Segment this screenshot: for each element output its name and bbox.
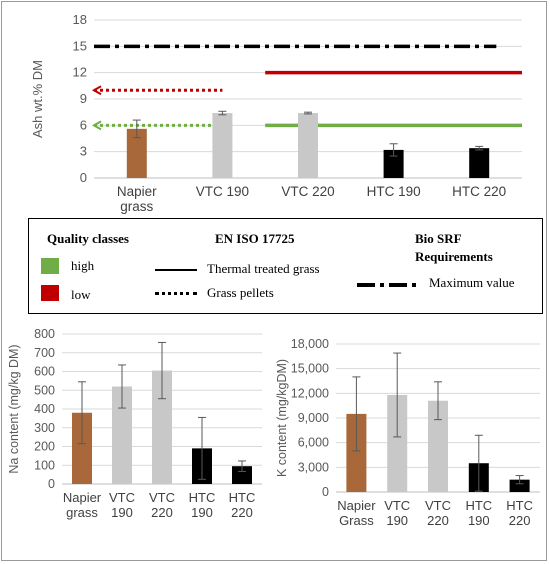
- legend-high-label: high: [71, 258, 95, 273]
- y-tick-label: 9: [80, 91, 87, 106]
- y-tick-label: 100: [34, 458, 55, 472]
- legend-iso-title: EN ISO 17725: [215, 231, 295, 246]
- y-tick-label: 3: [80, 144, 87, 159]
- y-tick-label: 12: [73, 65, 87, 80]
- x-category-label: 190: [111, 505, 133, 520]
- y-tick-label: 0: [322, 485, 329, 499]
- legend-solid-line: [155, 269, 197, 271]
- x-category-label: VTC 220: [281, 184, 334, 199]
- legend-srf-title-2: Requirements: [415, 249, 493, 264]
- bar: [428, 400, 448, 492]
- x-category-label: HTC: [465, 498, 492, 513]
- bar: [126, 128, 147, 178]
- bar: [509, 479, 530, 492]
- x-category-label: Napier: [117, 184, 157, 199]
- x-category-label: VTC: [149, 490, 175, 505]
- y-axis-label: Na content (mg/kg DM): [7, 344, 21, 473]
- legend-quality-title: Quality classes: [47, 231, 129, 246]
- x-category-label: 220: [509, 513, 531, 528]
- x-category-label: 190: [191, 505, 213, 520]
- x-category-label: 220: [151, 505, 173, 520]
- y-tick-label: 800: [34, 327, 55, 341]
- x-category-label: VTC 190: [196, 184, 249, 199]
- y-tick-label: 3,000: [298, 460, 329, 474]
- x-category-label: 190: [468, 513, 490, 528]
- bar: [469, 148, 490, 178]
- y-axis-label: K content (mg/kgDM): [275, 359, 289, 477]
- y-tick-label: 0: [48, 477, 55, 491]
- reference-arrow: [91, 85, 102, 96]
- bar: [112, 386, 132, 484]
- y-tick-label: 15,000: [291, 362, 329, 376]
- x-category-label: grass: [120, 199, 153, 214]
- x-category-label: HTC: [229, 490, 256, 505]
- y-tick-label: 200: [34, 440, 55, 454]
- legend-dotted-line: [155, 292, 197, 295]
- y-tick-label: 300: [34, 421, 55, 435]
- legend-high-swatch: [41, 258, 59, 274]
- y-tick-label: 500: [34, 383, 55, 397]
- x-category-label: HTC: [189, 490, 216, 505]
- bar: [346, 413, 367, 492]
- bar: [298, 113, 318, 178]
- x-category-label: VTC: [384, 498, 410, 513]
- y-tick-label: 12,000: [291, 386, 329, 400]
- legend-dashdot-line: [357, 283, 417, 287]
- bar: [152, 370, 172, 484]
- legend-low-label: low: [71, 287, 91, 302]
- legend-srf-title: Bio SRF: [415, 231, 462, 246]
- y-tick-label: 400: [34, 402, 55, 416]
- bar: [212, 113, 233, 178]
- x-category-label: HTC 190: [367, 184, 421, 199]
- y-axis-label: Ash wt.% DM: [30, 60, 45, 138]
- bar: [72, 412, 92, 484]
- legend: Quality classes EN ISO 17725 Bio SRF Req…: [28, 218, 543, 314]
- y-tick-label: 18: [73, 12, 87, 27]
- y-tick-label: 0: [80, 170, 87, 185]
- y-tick-label: 6: [80, 117, 87, 132]
- x-category-label: 220: [231, 505, 253, 520]
- y-tick-label: 6,000: [298, 436, 329, 450]
- legend-max-label: Maximum value: [429, 275, 515, 290]
- legend-low-swatch: [41, 285, 59, 301]
- x-category-label: HTC 220: [452, 184, 506, 199]
- y-tick-label: 9,000: [298, 411, 329, 425]
- x-category-label: 190: [386, 513, 408, 528]
- x-category-label: HTC: [506, 498, 533, 513]
- y-tick-label: 18,000: [291, 337, 329, 351]
- reference-arrow: [91, 120, 102, 131]
- x-category-label: 220: [427, 513, 449, 528]
- y-tick-label: 700: [34, 346, 55, 360]
- legend-pellets-label: Grass pellets: [207, 285, 274, 300]
- bar: [232, 466, 252, 484]
- bar: [387, 394, 408, 492]
- x-category-label: VTC: [109, 490, 135, 505]
- legend-thermal-label: Thermal treated grass: [207, 261, 320, 276]
- y-tick-label: 600: [34, 365, 55, 379]
- na-chart: 0 100 200 300 400 500 600 700 800 Na content (mg/…: [7, 327, 262, 520]
- x-category-label: Napier: [337, 498, 376, 513]
- y-tick-label: 15: [73, 38, 87, 53]
- x-category-label: grass: [66, 505, 98, 520]
- x-category-label: VTC: [425, 498, 451, 513]
- x-category-label: Napier: [63, 490, 102, 505]
- x-category-label: Grass: [339, 513, 374, 528]
- bar: [383, 149, 404, 178]
